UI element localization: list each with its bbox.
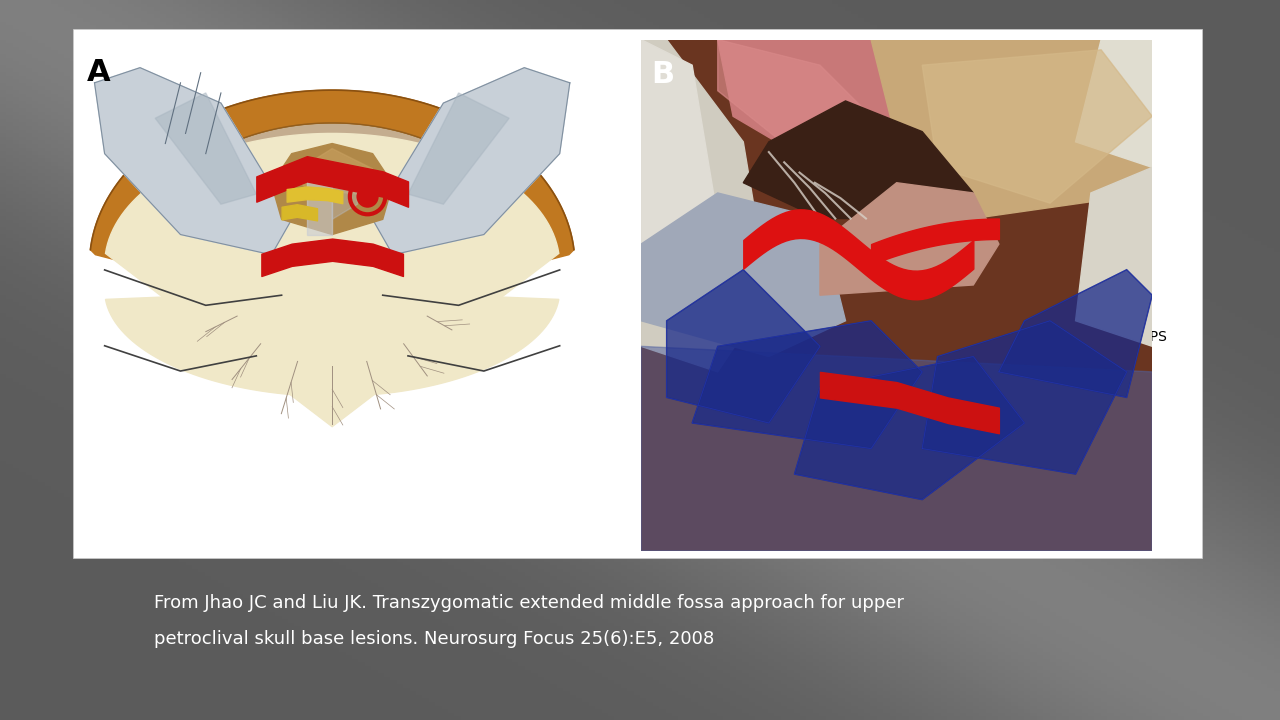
Polygon shape: [744, 101, 973, 219]
Polygon shape: [408, 93, 509, 204]
Polygon shape: [641, 346, 1152, 551]
Text: PCA: PCA: [447, 487, 475, 500]
Polygon shape: [333, 168, 357, 220]
Text: petroclival skull base lesions. Neurosurg Focus 25(6):E5, 2008: petroclival skull base lesions. Neurosur…: [154, 631, 714, 649]
Polygon shape: [872, 40, 1152, 219]
Polygon shape: [307, 168, 333, 235]
Polygon shape: [998, 269, 1152, 397]
Polygon shape: [105, 290, 559, 396]
Polygon shape: [667, 269, 820, 423]
Text: SPS: SPS: [732, 367, 758, 381]
Text: AICA: AICA: [767, 275, 800, 289]
Text: Trigeminal
nerve: Trigeminal nerve: [188, 65, 260, 95]
Polygon shape: [692, 321, 922, 449]
Polygon shape: [922, 50, 1152, 203]
Text: V: V: [884, 383, 895, 397]
Polygon shape: [518, 250, 573, 268]
Text: SPS: SPS: [525, 61, 550, 75]
Polygon shape: [138, 123, 526, 243]
Polygon shape: [1075, 167, 1152, 346]
Text: Trochlear
nerve: Trochlear nerve: [243, 477, 307, 508]
Bar: [73, 29, 1202, 558]
Text: AE: AE: [1076, 216, 1094, 230]
Text: ICA: ICA: [690, 99, 713, 113]
Polygon shape: [372, 68, 570, 255]
Text: SPS: SPS: [1142, 330, 1167, 343]
Polygon shape: [155, 93, 256, 204]
Text: VIII: VIII: [979, 259, 1000, 273]
Polygon shape: [91, 250, 146, 268]
Polygon shape: [718, 40, 922, 167]
Polygon shape: [820, 183, 998, 295]
Text: Petrous
ICA: Petrous ICA: [92, 65, 143, 95]
Polygon shape: [641, 193, 846, 356]
Text: Facial
nerve: Facial nerve: [402, 65, 443, 95]
Circle shape: [356, 186, 379, 208]
Polygon shape: [105, 133, 559, 427]
Text: B: B: [652, 60, 675, 89]
Text: SCA: SCA: [105, 487, 133, 500]
Polygon shape: [922, 321, 1126, 474]
Text: From Jhao JC and Liu JK. Transzygomatic extended middle fossa approach for upper: From Jhao JC and Liu JK. Transzygomatic …: [154, 595, 904, 613]
Text: VII: VII: [932, 241, 950, 255]
Polygon shape: [795, 356, 1024, 500]
Text: A: A: [87, 58, 110, 86]
Polygon shape: [95, 68, 292, 255]
Text: C: C: [831, 187, 841, 201]
Polygon shape: [271, 143, 393, 235]
Polygon shape: [1075, 40, 1152, 167]
Polygon shape: [641, 40, 718, 295]
Text: AICA: AICA: [332, 61, 365, 75]
Polygon shape: [91, 90, 573, 253]
Polygon shape: [641, 40, 769, 372]
Polygon shape: [718, 40, 872, 152]
Text: GG: GG: [850, 131, 870, 145]
Polygon shape: [292, 148, 372, 194]
